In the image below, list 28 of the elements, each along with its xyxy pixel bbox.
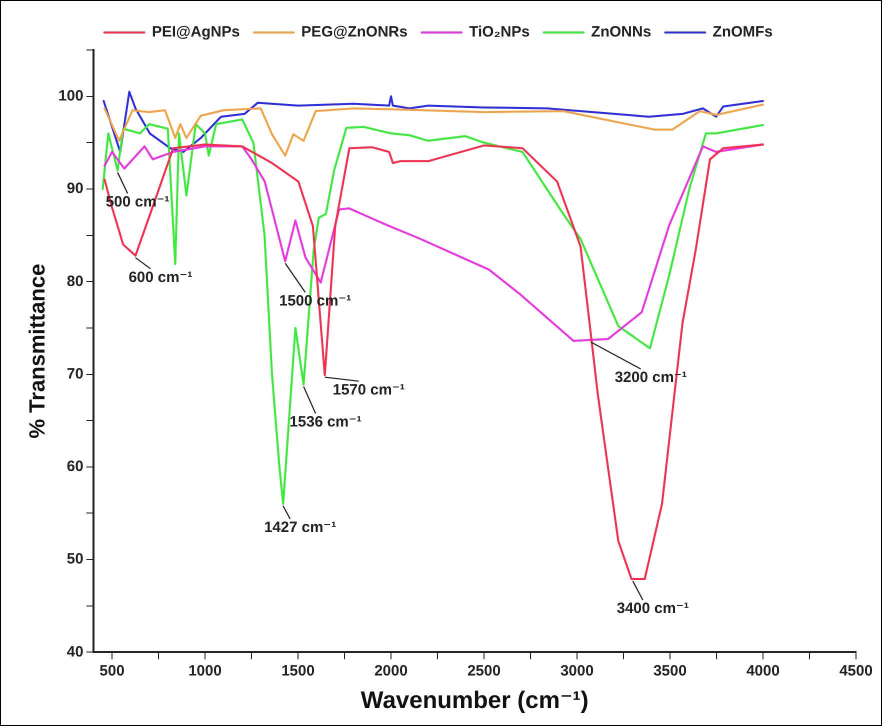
legend-label: TiO₂NPs — [469, 24, 530, 41]
annotation: 1570 cm⁻¹ — [332, 381, 405, 398]
legend-label: ZnONNs — [591, 24, 652, 41]
annotation: 3400 cm⁻¹ — [616, 600, 689, 618]
x-tick-label: 2000 — [374, 662, 408, 680]
y-tick-label: 60 — [66, 458, 84, 476]
y-tick-label: 100 — [58, 87, 84, 104]
x-tick-label: 2500 — [467, 662, 501, 680]
x-tick-label: 500 — [100, 662, 125, 680]
x-tick-label: 1500 — [281, 662, 315, 680]
annotation: 1536 cm⁻¹ — [290, 414, 362, 431]
y-axis-title: % Transmittance — [24, 264, 50, 439]
y-tick-label: 80 — [66, 272, 84, 290]
x-tick-label: 3000 — [560, 662, 594, 680]
y-tick-label: 90 — [66, 180, 84, 198]
x-tick-label: 1000 — [188, 662, 222, 680]
legend-label: PEG@ZnONRs — [301, 24, 408, 41]
y-tick-label: 40 — [66, 643, 84, 660]
y-tick-label: 50 — [66, 550, 84, 568]
legend-label: ZnOMFs — [712, 24, 773, 41]
x-tick-label: 4500 — [839, 662, 873, 680]
legend-label: PEI@AgNPs — [152, 24, 240, 41]
x-axis-title: Wavenumber (cm⁻¹) — [360, 687, 589, 714]
annotation: 600 cm⁻¹ — [128, 268, 192, 286]
annotation: 1427 cm⁻¹ — [264, 519, 336, 536]
x-tick-label: 4000 — [746, 662, 780, 680]
y-tick-label: 70 — [66, 365, 84, 382]
x-tick-label: 3500 — [653, 662, 687, 680]
